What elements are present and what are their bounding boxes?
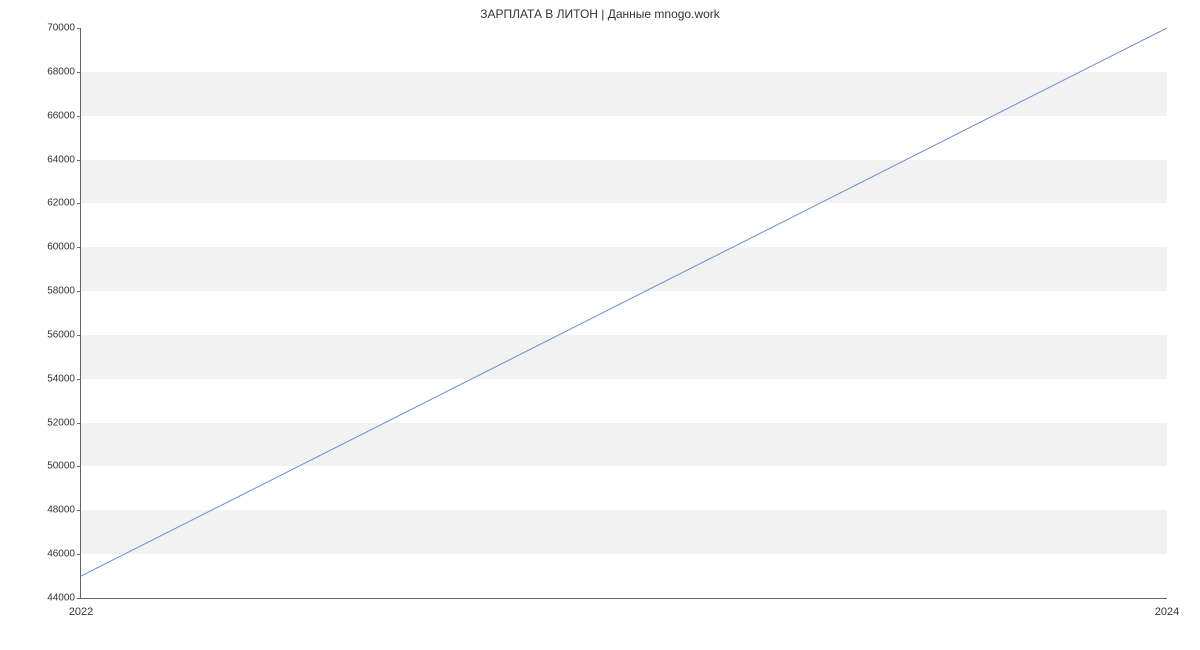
x-tick-label: 2022 (69, 598, 93, 618)
y-tick-mark (77, 247, 81, 248)
plot-area: 4400046000480005000052000540005600058000… (80, 28, 1167, 599)
y-tick-mark (77, 72, 81, 73)
y-tick-mark (77, 203, 81, 204)
salary-chart: ЗАРПЛАТА В ЛИТОН | Данные mnogo.work 440… (0, 0, 1200, 650)
y-tick-label: 68000 (47, 66, 81, 77)
y-tick-label: 58000 (47, 286, 81, 297)
y-tick-label: 62000 (47, 198, 81, 209)
x-tick-label: 2024 (1155, 598, 1179, 618)
y-tick-label: 56000 (47, 329, 81, 340)
y-tick-mark (77, 510, 81, 511)
y-tick-label: 50000 (47, 461, 81, 472)
y-tick-mark (77, 423, 81, 424)
y-tick-mark (77, 291, 81, 292)
y-tick-mark (77, 28, 81, 29)
y-tick-mark (77, 379, 81, 380)
y-tick-label: 60000 (47, 242, 81, 253)
y-tick-mark (77, 160, 81, 161)
y-tick-label: 46000 (47, 549, 81, 560)
y-tick-label: 52000 (47, 417, 81, 428)
y-tick-mark (77, 335, 81, 336)
chart-title: ЗАРПЛАТА В ЛИТОН | Данные mnogo.work (0, 7, 1200, 21)
series-line (81, 28, 1167, 576)
y-tick-mark (77, 554, 81, 555)
y-tick-label: 64000 (47, 154, 81, 165)
y-tick-label: 70000 (47, 23, 81, 34)
y-tick-label: 54000 (47, 373, 81, 384)
y-tick-label: 66000 (47, 110, 81, 121)
chart-line-layer (81, 28, 1167, 598)
y-tick-label: 48000 (47, 505, 81, 516)
y-tick-mark (77, 466, 81, 467)
y-tick-mark (77, 116, 81, 117)
